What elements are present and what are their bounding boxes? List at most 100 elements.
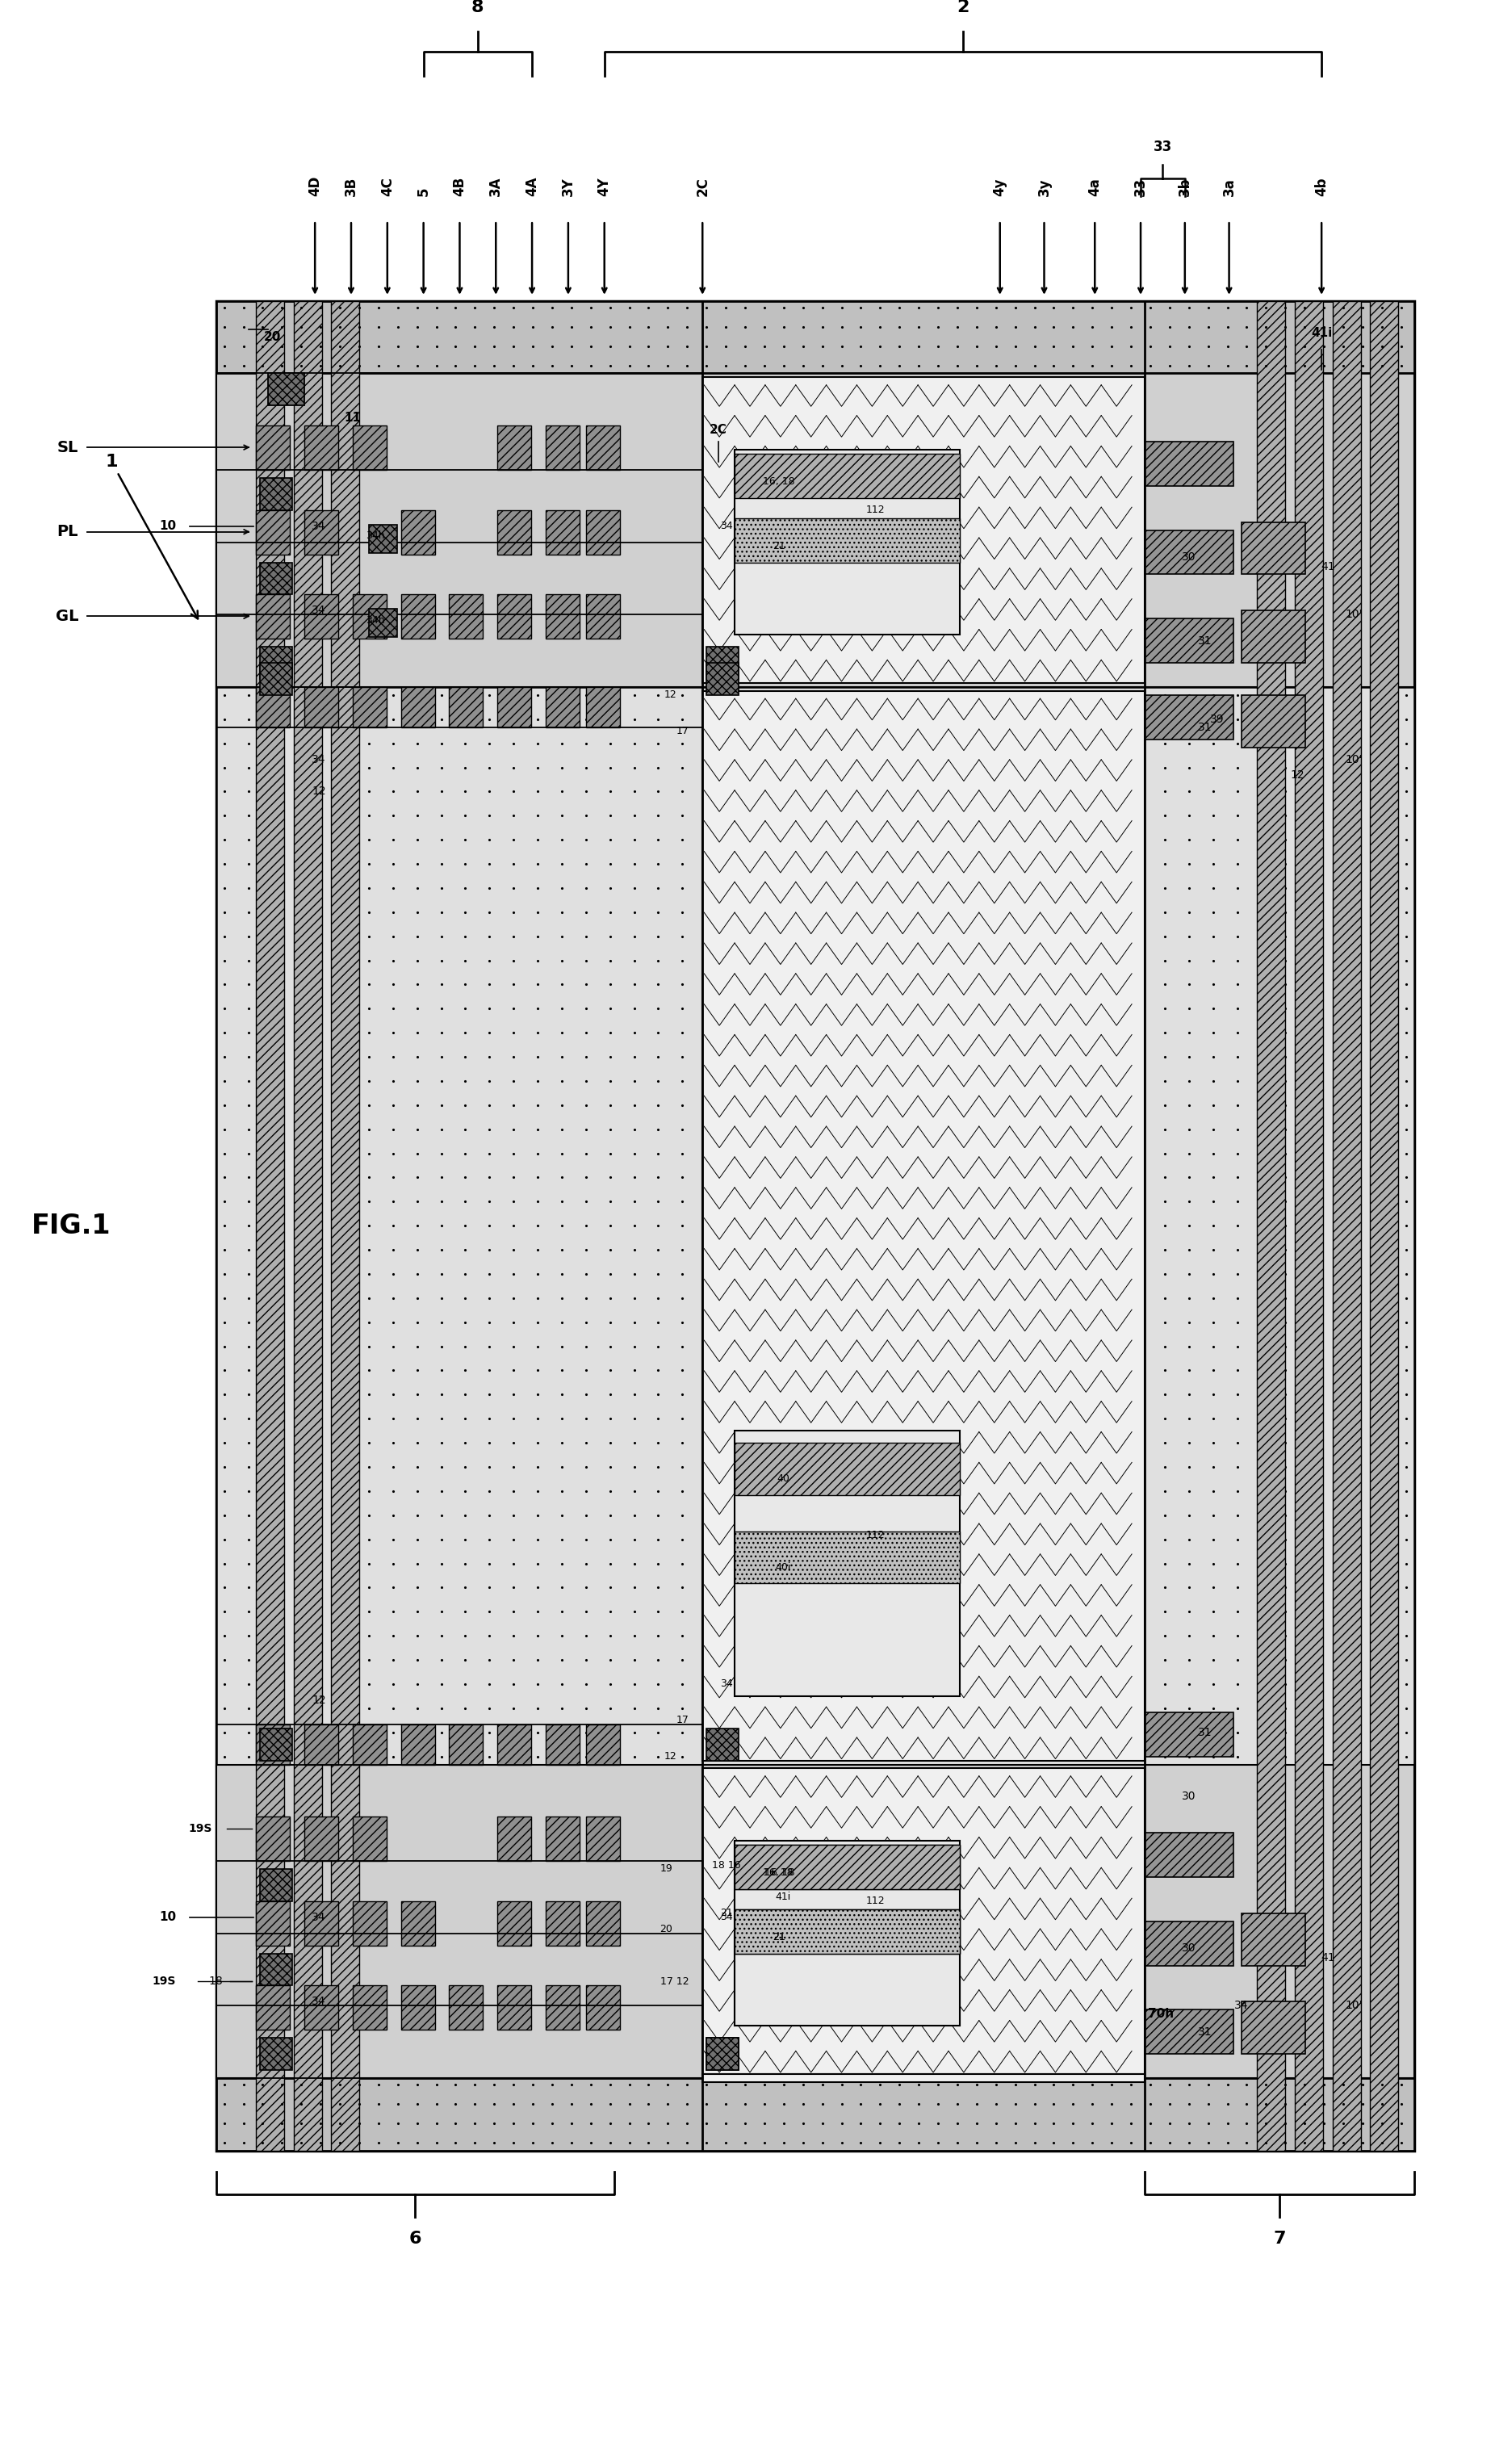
Bar <box>498 1902 531 1947</box>
Text: 20: 20 <box>659 1924 673 1934</box>
Text: 5: 5 <box>416 187 431 197</box>
Text: 3y: 3y <box>1038 177 1051 197</box>
Text: 10: 10 <box>160 520 176 532</box>
Text: 31: 31 <box>1197 722 1212 732</box>
Bar <box>546 687 580 727</box>
Text: 19: 19 <box>659 1863 673 1875</box>
Bar <box>546 1986 580 2030</box>
Text: 10': 10' <box>1345 754 1362 764</box>
Text: 33: 33 <box>1153 140 1172 153</box>
Bar <box>1295 301 1323 2151</box>
Text: 112: 112 <box>866 505 885 515</box>
Bar <box>305 1902 338 1947</box>
Text: GL: GL <box>55 609 79 623</box>
Bar <box>353 426 387 471</box>
Text: 2C: 2C <box>695 177 710 197</box>
Text: 4B: 4B <box>453 177 466 197</box>
Bar <box>305 426 338 471</box>
Text: 2: 2 <box>957 0 969 15</box>
Bar <box>256 594 290 638</box>
Bar <box>734 1432 960 1695</box>
Text: 17: 17 <box>676 1715 689 1725</box>
Bar <box>353 1816 387 1860</box>
Bar <box>1145 1833 1233 1878</box>
Bar <box>546 1725 580 1764</box>
Bar <box>546 510 580 554</box>
Bar <box>734 1910 960 1954</box>
Bar <box>256 426 290 471</box>
Bar <box>256 687 290 727</box>
Bar <box>448 1986 483 2030</box>
Bar <box>305 594 338 638</box>
Bar <box>703 2075 1145 2082</box>
Bar <box>1334 301 1360 2151</box>
Bar <box>305 1725 338 1764</box>
Bar <box>734 1841 960 2025</box>
Bar <box>703 377 1145 683</box>
Text: 4a: 4a <box>1087 177 1102 197</box>
Text: 30: 30 <box>1183 552 1196 562</box>
Bar <box>498 687 531 727</box>
Bar <box>498 1816 531 1860</box>
Bar <box>707 2038 739 2070</box>
Bar <box>260 478 293 510</box>
Text: 21: 21 <box>773 1932 785 1942</box>
Text: 12: 12 <box>312 786 326 798</box>
Bar <box>1145 1712 1233 1757</box>
Bar <box>734 1841 960 2025</box>
Text: 19S: 19S <box>188 1823 212 1833</box>
Text: 34: 34 <box>312 520 326 532</box>
Text: 34: 34 <box>1233 2001 1248 2011</box>
Text: 4Y: 4Y <box>597 177 611 197</box>
Bar <box>401 1725 435 1764</box>
Bar <box>260 2038 293 2070</box>
Bar <box>734 1530 960 1584</box>
Bar <box>305 1816 338 1860</box>
Text: 3B: 3B <box>344 177 359 197</box>
Bar <box>586 1986 619 2030</box>
Bar <box>217 687 1414 1764</box>
Bar <box>707 663 739 695</box>
Bar <box>369 525 398 552</box>
Bar <box>734 1444 960 1496</box>
Bar <box>256 1725 290 1764</box>
Bar <box>401 1986 435 2030</box>
Bar <box>217 301 1414 375</box>
Text: 16, 18: 16, 18 <box>762 476 795 488</box>
Bar <box>734 517 960 562</box>
Bar <box>305 1986 338 2030</box>
Bar <box>1241 695 1305 747</box>
Text: 34: 34 <box>721 1678 733 1690</box>
Bar <box>586 1816 619 1860</box>
Bar <box>1257 301 1286 2151</box>
Bar <box>305 510 338 554</box>
Bar <box>546 426 580 471</box>
Text: 34h: 34h <box>366 530 384 542</box>
Text: 6: 6 <box>408 2230 422 2247</box>
Text: 34h: 34h <box>366 616 384 626</box>
Text: 21: 21 <box>773 1932 785 1942</box>
Bar <box>586 687 619 727</box>
Text: 17 12: 17 12 <box>659 1976 689 1986</box>
Text: 21: 21 <box>773 542 785 552</box>
Bar <box>260 1870 293 1902</box>
Bar <box>268 375 305 407</box>
Bar <box>734 1846 960 1890</box>
Text: 8: 8 <box>471 0 484 15</box>
Text: 10': 10' <box>1345 2001 1362 2011</box>
Text: 12: 12 <box>664 1752 677 1762</box>
Text: 31: 31 <box>1197 1727 1212 1737</box>
Bar <box>217 301 1414 2151</box>
Bar <box>586 426 619 471</box>
Text: 31: 31 <box>1197 2025 1212 2038</box>
Bar <box>546 594 580 638</box>
Bar <box>1241 2001 1305 2055</box>
Text: 34: 34 <box>312 754 326 764</box>
Text: 3Y: 3Y <box>561 177 576 197</box>
Text: 18: 18 <box>209 1976 223 1986</box>
Text: 1: 1 <box>105 453 197 618</box>
Bar <box>498 594 531 638</box>
Bar <box>498 426 531 471</box>
Bar <box>217 2077 1414 2151</box>
Bar <box>1145 2011 1233 2055</box>
